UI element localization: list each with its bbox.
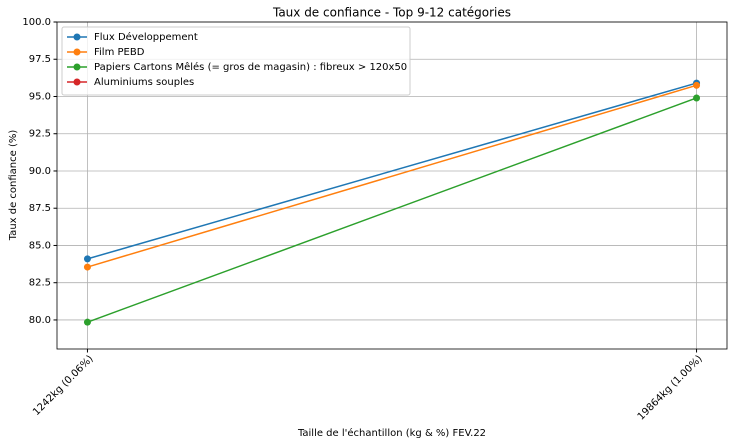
legend-box xyxy=(61,26,411,96)
legend-label: Flux Développement xyxy=(94,31,198,43)
series-marker xyxy=(83,318,91,326)
series-marker xyxy=(693,94,701,102)
y-tick-label: 82.5 xyxy=(29,278,51,289)
legend-label: Aluminiums souples xyxy=(94,77,194,88)
series-marker xyxy=(83,263,91,271)
y-tick-label: 97.5 xyxy=(29,54,51,65)
y-tick-label: 100.0 xyxy=(22,17,51,28)
chart-title: Taux de confiance - Top 9-12 catégories xyxy=(272,6,511,20)
y-axis-label: Taux de confiance (%) xyxy=(8,130,19,242)
legend-marker xyxy=(73,48,81,56)
legend-label: Papiers Cartons Mêlés (= gros de magasin… xyxy=(94,61,407,73)
x-tick-label: 1242kg (0.06%) xyxy=(31,353,96,418)
plot-frame xyxy=(56,21,728,350)
y-tick-label: 85.0 xyxy=(29,240,51,251)
legend-marker xyxy=(73,33,81,41)
x-axis-label: Taille de l'échantillon (kg & %) FEV.22 xyxy=(297,427,486,439)
y-tick-label: 80.0 xyxy=(29,315,51,326)
series-line xyxy=(87,84,697,268)
legend-marker xyxy=(73,63,81,71)
y-tick-label: 95.0 xyxy=(29,91,51,102)
series-line xyxy=(87,82,697,260)
legend-marker xyxy=(73,78,81,86)
legend-label: Film PEBD xyxy=(94,47,145,58)
x-tick-label: 19864kg (1.00%) xyxy=(636,353,705,422)
series-marker xyxy=(693,81,701,89)
y-tick-label: 90.0 xyxy=(29,166,51,177)
y-tick-label: 87.5 xyxy=(29,203,51,214)
series-line xyxy=(87,97,697,323)
series-marker xyxy=(83,255,91,263)
y-tick-label: 92.5 xyxy=(29,129,51,140)
